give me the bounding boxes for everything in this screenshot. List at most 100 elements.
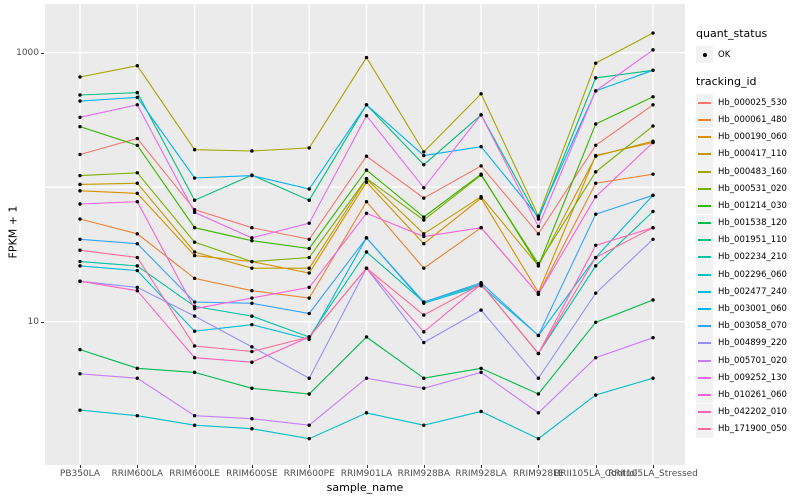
data-point [250, 259, 254, 264]
legend-label: Hb_002477_240 [718, 286, 787, 297]
data-point [364, 180, 369, 184]
data-point [192, 210, 197, 215]
data-point [78, 259, 82, 264]
data-point [364, 176, 369, 181]
data-point [192, 423, 197, 427]
data-point [594, 212, 598, 216]
legend-item-Hb_000025_530: Hb_000025_530 [696, 94, 800, 112]
data-point [135, 242, 139, 246]
data-point [192, 344, 197, 348]
data-point [479, 172, 483, 176]
data-point [250, 360, 254, 364]
data-point [192, 276, 197, 281]
data-point [135, 264, 139, 268]
data-point [135, 171, 139, 175]
data-point [192, 225, 197, 230]
data-point [594, 61, 598, 65]
line-swatch-icon [698, 325, 711, 328]
data-point [135, 289, 139, 293]
data-point [364, 103, 369, 107]
data-point [192, 355, 197, 360]
data-point [307, 187, 311, 191]
y-tick-mark-icon [41, 52, 44, 54]
point-marker-icon [702, 52, 707, 57]
data-point [250, 266, 254, 270]
x-tick-mark-icon [194, 465, 196, 468]
plot-panel [45, 4, 685, 465]
line-swatch [696, 317, 713, 335]
plot-area-svg [45, 4, 685, 465]
data-point [594, 355, 598, 360]
data-point [250, 236, 254, 240]
data-point [422, 150, 426, 154]
data-point [78, 217, 82, 221]
data-point [307, 311, 311, 316]
data-point [192, 414, 197, 418]
x-tick-mark-icon [481, 465, 483, 468]
data-point [364, 55, 369, 60]
data-point [307, 296, 311, 300]
data-point [78, 115, 82, 119]
legend-item-Hb_010261_060: Hb_010261_060 [696, 386, 800, 404]
legend-item-Hb_042202_010: Hb_042202_010 [696, 403, 800, 421]
line-swatch-icon [698, 308, 711, 311]
legend-item-Hb_003001_060: Hb_003001_060 [696, 300, 800, 318]
data-point [536, 376, 541, 380]
legend-label: Hb_000061_480 [718, 114, 787, 125]
x-tick-mark-icon [137, 465, 139, 468]
line-swatch [696, 369, 713, 387]
data-point [192, 253, 197, 258]
data-point [78, 99, 82, 103]
data-point [307, 221, 311, 225]
data-point [651, 237, 655, 241]
line-swatch-icon [698, 290, 711, 293]
data-point [307, 198, 311, 202]
data-point [651, 68, 655, 72]
data-point [479, 409, 483, 414]
legend-label: Hb_002234_210 [718, 252, 787, 263]
data-point [78, 372, 82, 376]
data-point [422, 196, 426, 200]
data-point [78, 124, 82, 129]
line-swatch-icon [698, 256, 711, 259]
legend-item-Hb_004899_220: Hb_004899_220 [696, 334, 800, 352]
data-point [78, 202, 82, 206]
data-point [135, 181, 139, 185]
point-swatch [696, 46, 713, 64]
line-swatch [696, 111, 713, 129]
x-tick-label: RRIM928LA [455, 469, 507, 479]
legend-label: Hb_004899_220 [718, 338, 787, 349]
data-point [135, 143, 139, 147]
x-axis-title: sample_name [326, 481, 404, 494]
y-axis-title: FPKM + 1 [6, 205, 20, 259]
data-point [364, 154, 369, 158]
data-point [536, 436, 541, 441]
data-point [135, 366, 139, 371]
data-point [135, 191, 139, 196]
x-tick-mark-icon [251, 465, 253, 468]
data-point [479, 225, 483, 230]
data-point [422, 313, 426, 317]
line-swatch [696, 248, 713, 266]
data-point [594, 143, 598, 147]
data-point [594, 122, 598, 126]
data-point [594, 154, 598, 158]
data-point [422, 218, 426, 222]
data-point [192, 208, 197, 212]
line-swatch-icon [698, 239, 711, 242]
legend-item-quant-ok: OK [696, 46, 800, 64]
data-point [307, 335, 311, 339]
data-point [536, 232, 541, 236]
data-point [78, 264, 82, 268]
line-swatch-icon [698, 136, 711, 139]
data-point [250, 322, 254, 327]
line-swatch-icon [698, 342, 711, 345]
line-swatch [696, 352, 713, 370]
data-point [651, 48, 655, 52]
legend-item-Hb_171900_050: Hb_171900_050 [696, 420, 800, 438]
data-point [479, 145, 483, 149]
data-point [651, 376, 655, 380]
data-point [651, 103, 655, 107]
legend-label: Hb_171900_050 [718, 424, 787, 435]
